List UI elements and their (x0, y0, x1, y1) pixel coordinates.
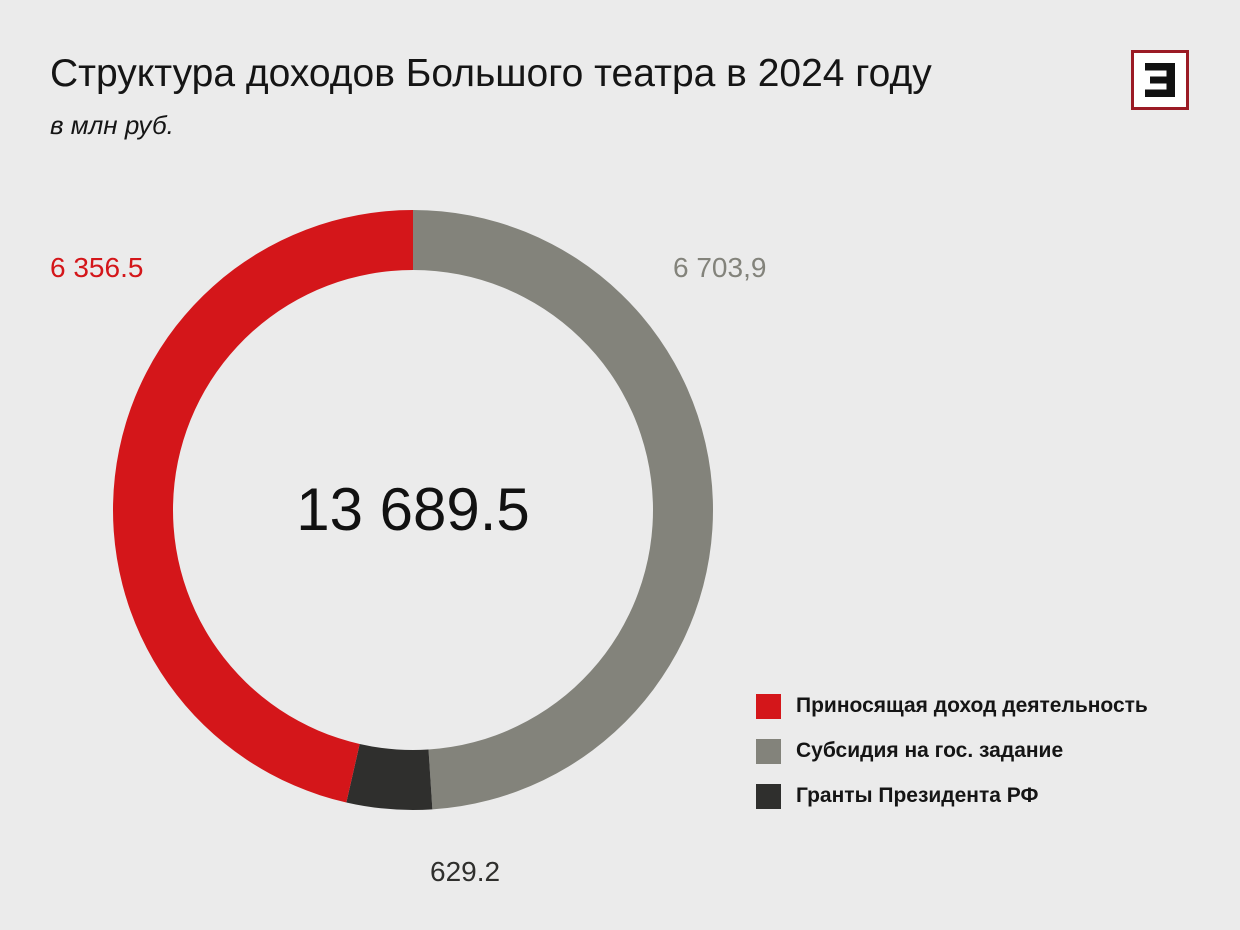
slice-label-subsidy: 6 703,9 (673, 252, 766, 283)
letter-e-logo-icon (1131, 50, 1189, 110)
donut-slice-subsidy (413, 210, 714, 810)
slice-label-income: 6 356.5 (50, 252, 143, 283)
donut-slice-grants (346, 743, 433, 811)
donut-slices (112, 210, 714, 811)
slice-label-grants: 629.2 (430, 856, 500, 887)
legend-label-grants: Гранты Президента РФ (796, 784, 1039, 807)
legend: Приносящая доход деятельность Субсидия н… (756, 693, 1148, 828)
legend-label-subsidy: Субсидия на гос. задание (796, 739, 1064, 762)
chart-title: Структура доходов Большого театра в 2024… (50, 52, 932, 95)
legend-item-grants: Гранты Президента РФ (756, 783, 1148, 809)
legend-label-income: Приносящая доход деятельность (796, 694, 1148, 717)
legend-swatch-grants (756, 783, 781, 809)
legend-swatch-income (756, 693, 781, 719)
center-total-label: 13 689.5 (296, 476, 530, 543)
legend-item-income: Приносящая доход деятельность (756, 693, 1148, 719)
legend-swatch-subsidy (756, 738, 781, 764)
chart-subtitle: в млн руб. (50, 110, 174, 140)
legend-item-subsidy: Субсидия на гос. задание (756, 738, 1148, 764)
donut-slice-income (112, 210, 414, 803)
